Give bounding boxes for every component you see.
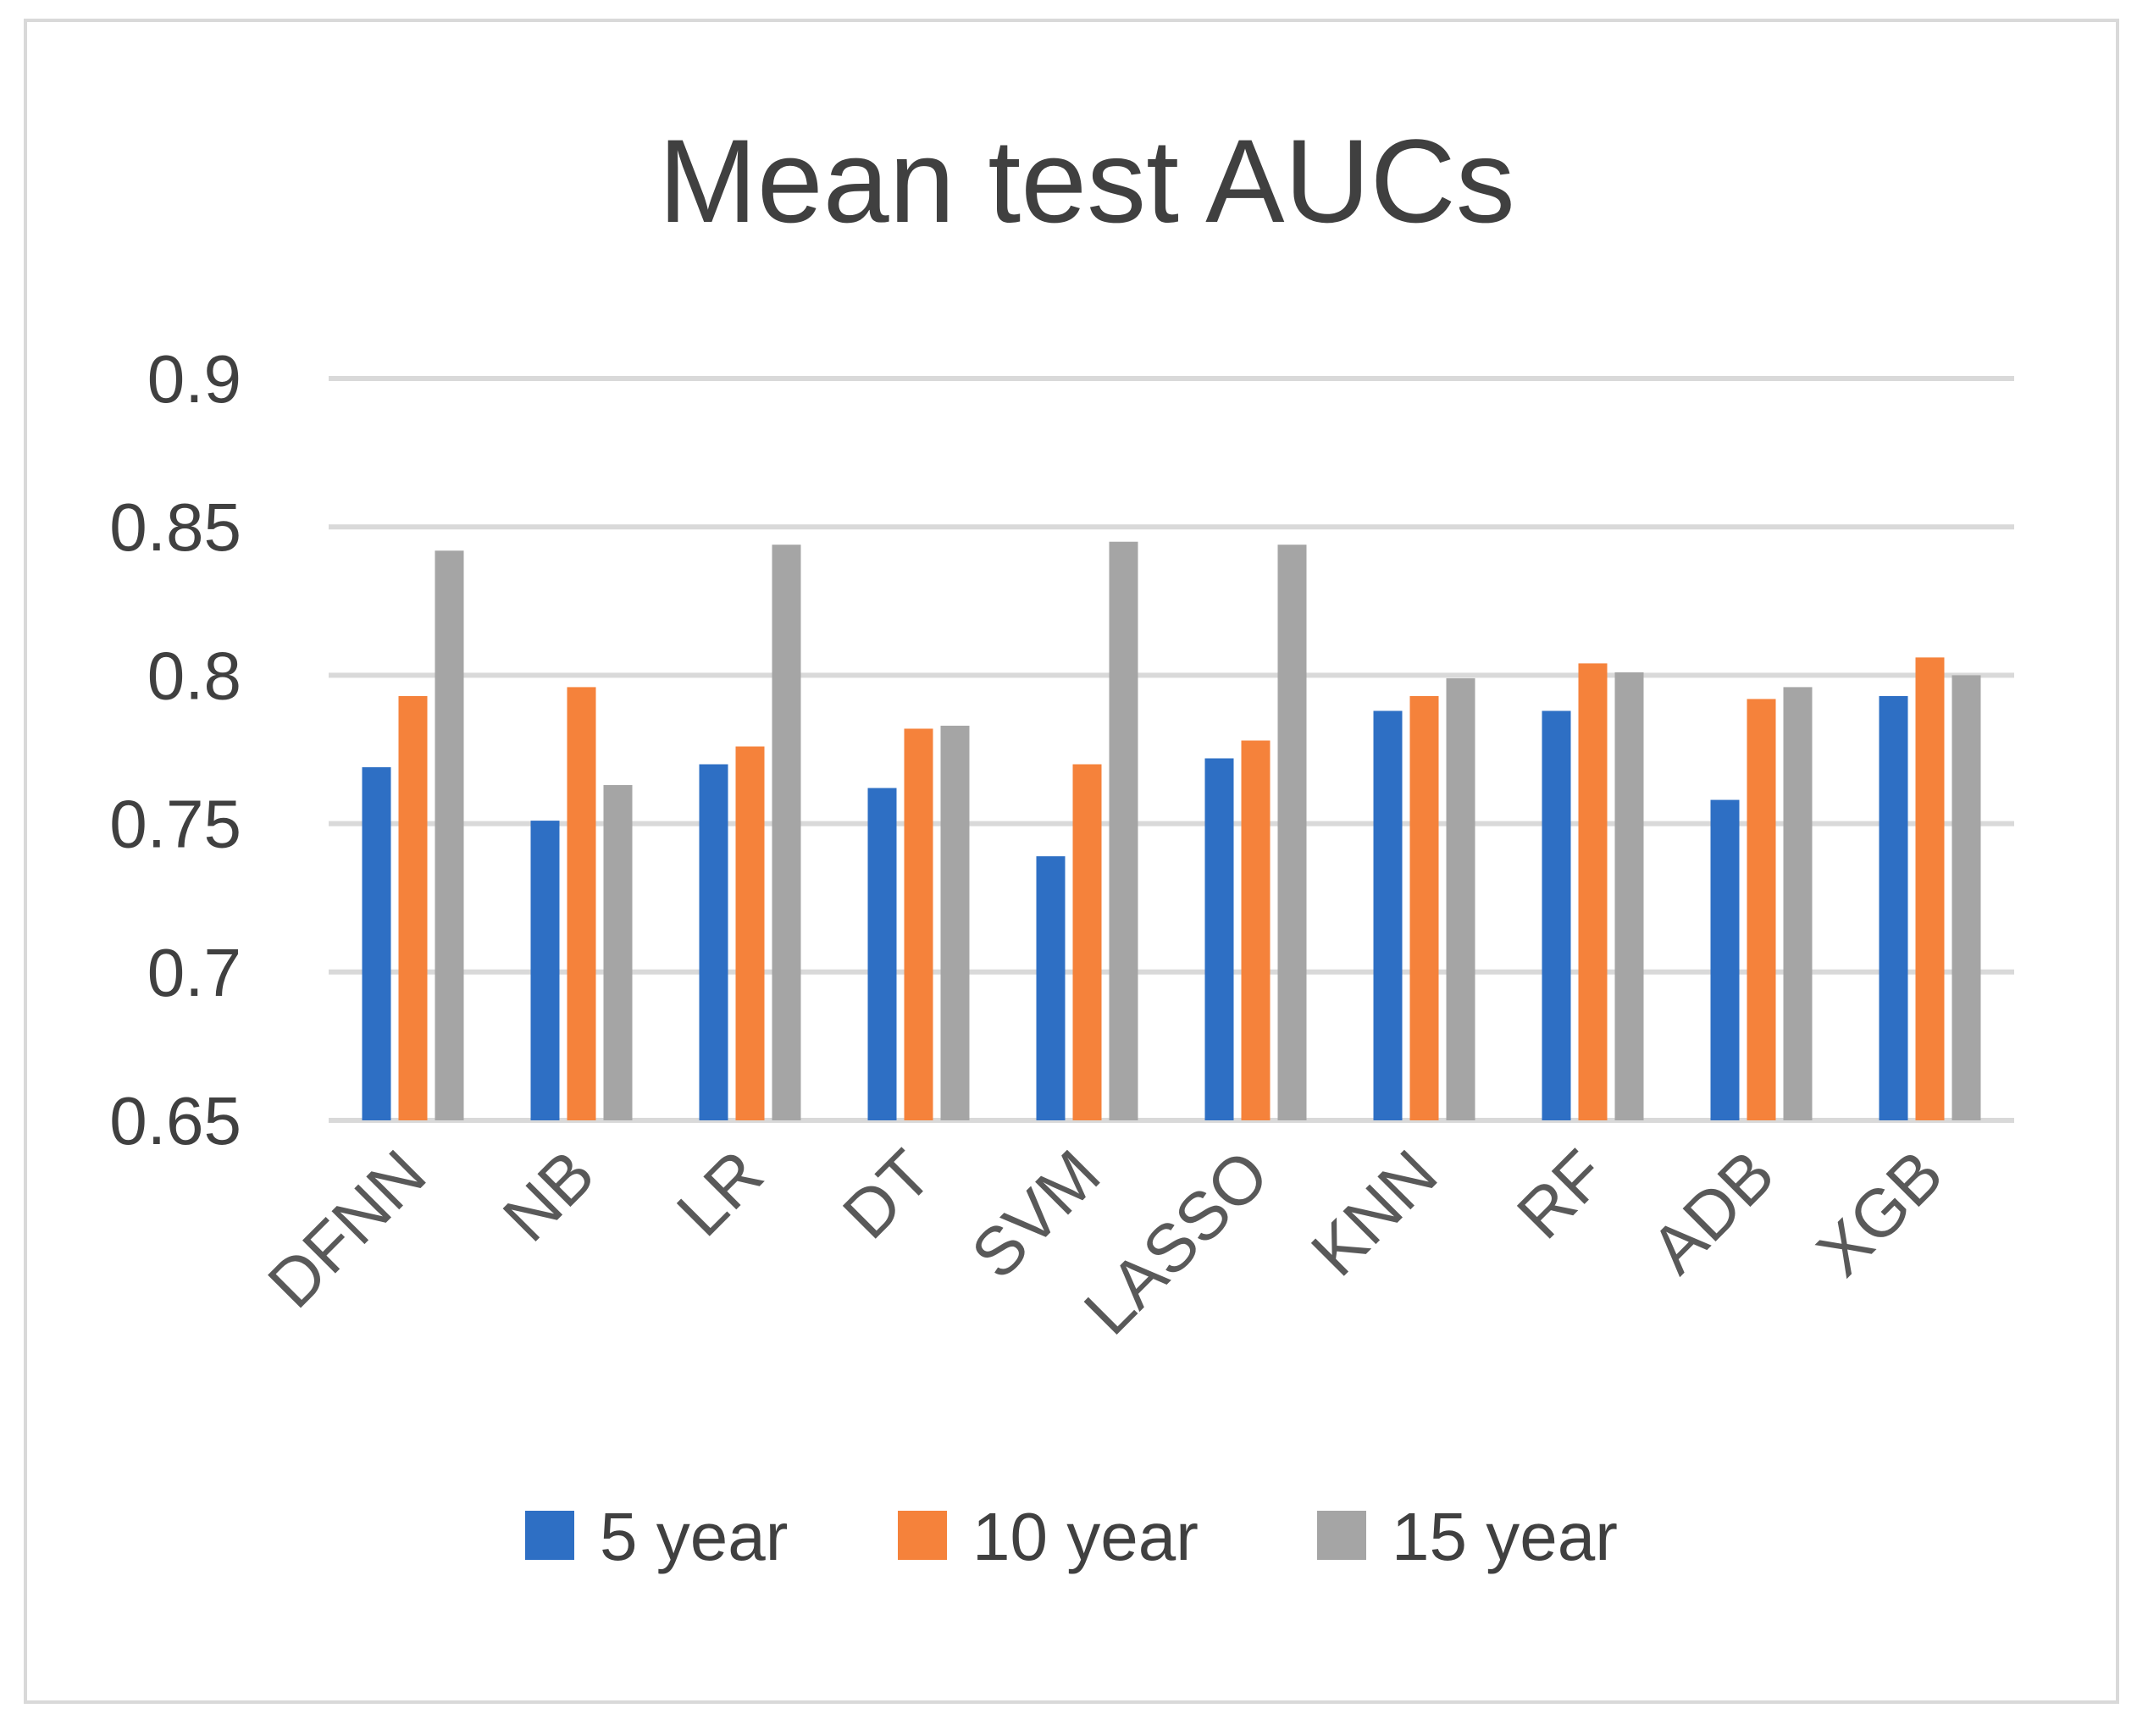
x-category-label: SVM [957,1136,1115,1293]
legend-swatch [1317,1511,1366,1560]
bar-xgb-10-year [1915,657,1945,1120]
bar-dfnn-5-year [362,767,391,1120]
bar-adb-5-year [1710,799,1740,1120]
bar-adb-15-year [1783,687,1813,1120]
bar-rf-15-year [1614,672,1644,1120]
bar-xgb-15-year [1951,675,1981,1120]
legend-label: 5 year [600,1499,788,1574]
legend: 5 year 10 year 15 year [525,1499,1618,1574]
bar-adb-10-year [1747,699,1776,1120]
bar-knn-15-year [1446,677,1475,1120]
y-axis-ticks: 0.65 0.7 0.75 0.8 0.85 0.9 [109,341,241,1158]
x-category-label: ADB [1636,1136,1788,1287]
bar-svm-10-year [1072,764,1102,1120]
bar-dfnn-15-year [435,550,464,1120]
y-tick-label: 0.7 [147,935,241,1010]
legend-swatch [525,1511,574,1560]
x-category-label: RF [1503,1136,1619,1252]
bar-nb-10-year [567,687,596,1120]
bar-lasso-5-year [1204,758,1234,1120]
bar-lr-10-year [735,746,765,1120]
legend-label: 10 year [972,1499,1199,1574]
legend-swatch [898,1511,947,1560]
bar-svm-5-year [1036,856,1066,1120]
bar-dfnn-10-year [398,695,428,1120]
bar-lasso-10-year [1241,740,1271,1120]
y-tick-label: 0.75 [109,787,241,862]
y-tick-label: 0.85 [109,489,241,565]
bar-xgb-5-year [1879,695,1908,1120]
y-tick-label: 0.65 [109,1083,241,1158]
x-category-label: DFNN [253,1136,440,1322]
bar-dt-5-year [867,788,897,1120]
chart-title: Mean test AUCs [658,114,1515,247]
x-category-label: LR [662,1136,777,1250]
x-category-label: NB [489,1136,609,1256]
bar-knn-5-year [1373,710,1403,1120]
bar-dt-15-year [940,725,970,1120]
bar-nb-15-year [603,785,633,1120]
bar-rf-10-year [1578,663,1608,1120]
bar-rf-5-year [1542,710,1571,1120]
y-tick-label: 0.9 [147,341,241,417]
bar-lasso-15-year [1277,545,1307,1120]
bar-nb-5-year [530,821,560,1120]
bar-lr-5-year [699,764,728,1120]
bar-dt-10-year [904,728,933,1120]
bar-svm-15-year [1109,541,1138,1120]
x-category-label: DT [828,1136,945,1252]
legend-label: 15 year [1392,1499,1618,1574]
x-category-label: XGB [1802,1136,1957,1290]
bar-lr-15-year [772,545,801,1120]
bars [362,541,1981,1120]
bar-knn-10-year [1409,695,1439,1120]
x-category-label: LASSO [1070,1136,1283,1349]
y-tick-label: 0.8 [147,638,241,713]
x-category-label: KNN [1297,1136,1451,1290]
